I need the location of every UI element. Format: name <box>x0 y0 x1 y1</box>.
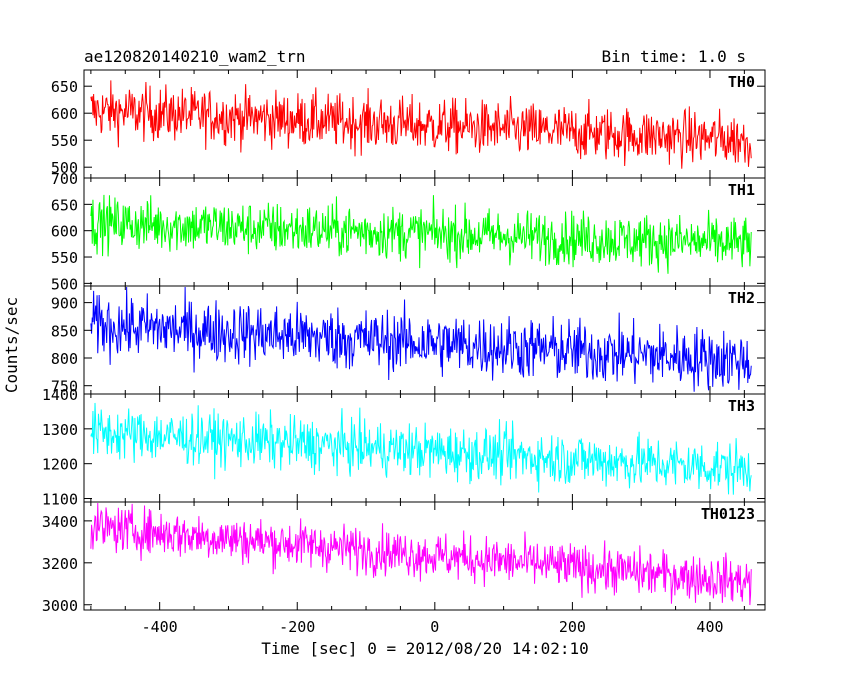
y-tick-label: 900 <box>51 295 78 313</box>
y-tick-label: 3000 <box>42 597 78 615</box>
panel-th0123: 3000 3200 3400 TH0123 -400 -200 0 200 400 <box>42 501 766 636</box>
panel-frame <box>83 501 766 611</box>
panel-label: TH2 <box>728 289 755 307</box>
x-tick-label: 200 <box>559 618 586 636</box>
y-tick-label: 700 <box>51 170 78 188</box>
chart-title: ae120820140210_wam2_trn <box>84 47 306 66</box>
panel-label: TH0 <box>728 73 755 91</box>
y-tick-label: 650 <box>51 78 78 96</box>
panel-th1: 500 550 600 650 700 TH1 <box>51 170 766 293</box>
y-tick-label: 550 <box>51 249 78 267</box>
y-tick-label: 1300 <box>42 421 78 439</box>
panel-label: TH0123 <box>701 505 755 523</box>
y-tick-label: 3400 <box>42 513 78 531</box>
y-tick-label: 1400 <box>42 386 78 404</box>
y-tick-label: 500 <box>51 159 78 177</box>
y-tick-label: 800 <box>51 350 78 368</box>
y-tick-label: 750 <box>51 378 78 396</box>
series-trace-th0 <box>90 80 752 169</box>
x-tick-label: 400 <box>696 618 723 636</box>
y-tick-label: 1200 <box>42 456 78 474</box>
y-axis-label: Counts/sec <box>2 297 21 393</box>
y-tick-label: 600 <box>51 105 78 123</box>
panel-label: TH1 <box>728 181 755 199</box>
panel-th2: 750 800 850 900 TH2 <box>51 285 766 396</box>
y-tick-label: 650 <box>51 196 78 214</box>
series-trace-th2 <box>90 286 752 392</box>
panels-group: 500 550 600 650 TH0 500 550 600 650 700 TH1 750 800 8… <box>42 69 766 636</box>
panel-label: TH3 <box>728 397 755 415</box>
y-tick-label: 1100 <box>42 491 78 509</box>
series-trace-th0123 <box>90 502 752 606</box>
series-trace-th3 <box>90 402 752 495</box>
bin-time-label: Bin time: 1.0 s <box>602 47 747 66</box>
series-trace-th1 <box>90 194 752 274</box>
panel-th3: 1100 1200 1300 1400 TH3 <box>42 386 766 509</box>
x-tick-label: -400 <box>142 618 178 636</box>
y-tick-label: 850 <box>51 322 78 340</box>
y-tick-label: 500 <box>51 275 78 293</box>
y-tick-label: 600 <box>51 223 78 241</box>
x-tick-label: 0 <box>430 618 439 636</box>
y-tick-label: 3200 <box>42 555 78 573</box>
x-axis-label: Time [sec] 0 = 2012/08/20 14:02:10 <box>261 639 589 658</box>
x-tick-label: -200 <box>279 618 315 636</box>
y-tick-label: 550 <box>51 132 78 150</box>
panel-th0: 500 550 600 650 TH0 <box>51 69 766 179</box>
